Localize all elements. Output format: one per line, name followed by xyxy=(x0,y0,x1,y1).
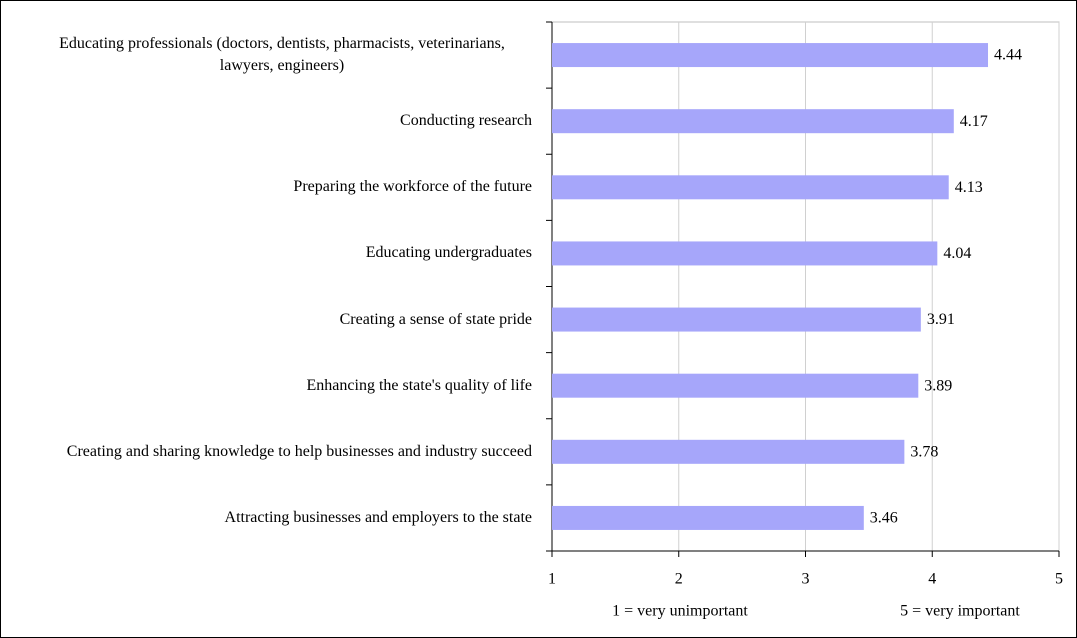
x-tick-label: 4 xyxy=(928,571,936,588)
category-label-box: Creating a sense of state pride xyxy=(340,309,532,331)
category-label-box: Enhancing the state's quality of life xyxy=(307,375,532,397)
value-label: 4.13 xyxy=(955,179,983,196)
value-label: 3.78 xyxy=(910,443,938,460)
bar xyxy=(552,307,921,332)
value-label: 3.89 xyxy=(924,377,952,394)
x-tick-label: 1 xyxy=(548,571,556,588)
category-label-box: Educating undergraduates xyxy=(366,242,532,264)
category-label: Creating a sense of state pride xyxy=(339,310,532,328)
category-label: Educating undergraduates xyxy=(365,244,532,262)
value-label: 4.17 xyxy=(960,113,988,130)
axis-note: 5 = very important xyxy=(900,603,1020,620)
x-tick-label: 2 xyxy=(675,571,683,588)
category-label-box: Educating professionals (doctors, dentis… xyxy=(32,33,532,77)
category-label-box: Preparing the workforce of the future xyxy=(293,176,532,198)
category-label: Preparing the workforce of the future xyxy=(293,178,532,196)
bar xyxy=(552,241,938,266)
category-label: Conducting research xyxy=(400,112,532,130)
category-label: Educating professionals (doctors, dentis… xyxy=(59,35,505,75)
bar xyxy=(552,175,949,200)
bar xyxy=(552,43,989,68)
bar xyxy=(552,439,905,464)
category-label-box: Attracting businesses and employers to t… xyxy=(225,507,532,529)
value-label: 4.04 xyxy=(943,245,971,262)
bar xyxy=(552,109,954,134)
x-tick-label: 3 xyxy=(802,571,810,588)
axis-note: 1 = very unimportant xyxy=(612,603,748,620)
value-label: 3.91 xyxy=(927,311,955,328)
value-label: 3.46 xyxy=(870,510,898,527)
category-label: Attracting businesses and employers to t… xyxy=(224,508,532,526)
bar xyxy=(552,373,919,398)
category-label-box: Creating and sharing knowledge to help b… xyxy=(67,441,532,463)
category-label-box: Conducting research xyxy=(400,110,532,132)
category-label: Creating and sharing knowledge to help b… xyxy=(66,442,532,460)
x-tick-label: 5 xyxy=(1055,571,1063,588)
bar xyxy=(552,505,864,530)
category-label: Enhancing the state's quality of life xyxy=(306,376,532,394)
value-label: 4.44 xyxy=(994,47,1022,64)
